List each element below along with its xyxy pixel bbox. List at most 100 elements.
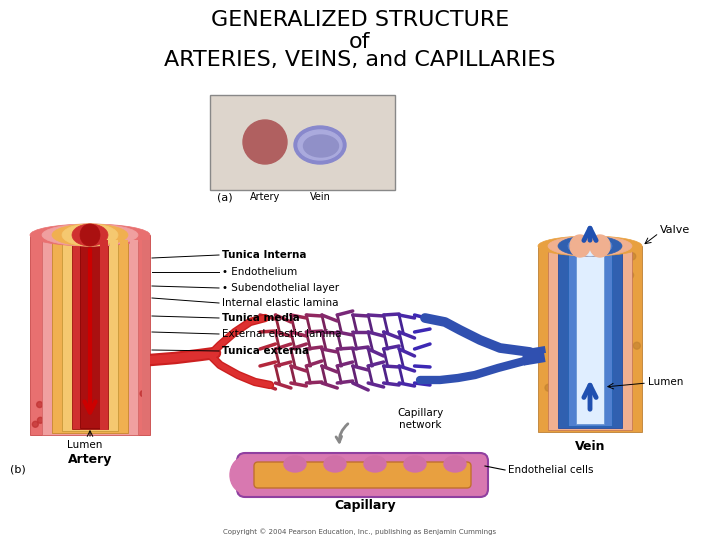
Circle shape	[545, 384, 552, 391]
Circle shape	[32, 421, 38, 427]
Text: Lumen: Lumen	[648, 377, 683, 387]
Circle shape	[589, 379, 595, 386]
Bar	[110, 240, 118, 430]
Circle shape	[258, 135, 272, 149]
Circle shape	[575, 260, 582, 267]
Ellipse shape	[30, 224, 150, 246]
Circle shape	[596, 414, 603, 421]
Bar	[72, 241, 108, 429]
Ellipse shape	[404, 456, 426, 472]
Circle shape	[559, 327, 565, 334]
Ellipse shape	[558, 236, 622, 256]
Ellipse shape	[570, 235, 590, 257]
Ellipse shape	[230, 457, 260, 493]
Text: (a): (a)	[217, 192, 233, 202]
Text: Tunica Interna: Tunica Interna	[222, 250, 307, 260]
Text: External elastic lamina: External elastic lamina	[222, 329, 341, 339]
Circle shape	[50, 272, 57, 278]
Bar	[548, 248, 632, 430]
Ellipse shape	[364, 456, 386, 472]
Ellipse shape	[568, 236, 612, 256]
Circle shape	[580, 374, 588, 381]
Text: Capillary
network: Capillary network	[397, 408, 443, 430]
Text: Lumen: Lumen	[67, 440, 103, 450]
Text: Endothelial cells: Endothelial cells	[508, 465, 593, 475]
Text: • Endothelium: • Endothelium	[222, 267, 297, 277]
Text: Artery: Artery	[250, 192, 280, 202]
Ellipse shape	[576, 236, 604, 256]
Bar	[576, 254, 604, 424]
Ellipse shape	[324, 456, 346, 472]
Circle shape	[626, 272, 634, 279]
Bar	[130, 240, 138, 430]
Circle shape	[99, 372, 104, 377]
Text: GENERALIZED STRUCTURE: GENERALIZED STRUCTURE	[211, 10, 509, 30]
Circle shape	[587, 261, 593, 268]
Bar	[30, 235, 150, 435]
Text: Artery: Artery	[68, 453, 112, 466]
FancyBboxPatch shape	[237, 453, 488, 497]
Bar	[558, 250, 622, 428]
Circle shape	[125, 278, 131, 284]
Circle shape	[53, 335, 59, 341]
Text: • Subendothelial layer: • Subendothelial layer	[222, 283, 339, 293]
Ellipse shape	[548, 236, 632, 256]
Circle shape	[243, 120, 287, 164]
Bar	[52, 237, 128, 433]
Bar	[100, 240, 108, 430]
Text: Internal elastic lamina: Internal elastic lamina	[222, 298, 338, 308]
Circle shape	[604, 388, 611, 395]
Circle shape	[97, 246, 104, 252]
Circle shape	[251, 128, 279, 156]
Circle shape	[48, 267, 54, 273]
Ellipse shape	[80, 224, 100, 246]
Ellipse shape	[538, 236, 642, 256]
Circle shape	[99, 269, 105, 275]
Bar	[568, 252, 612, 426]
Ellipse shape	[590, 235, 610, 257]
Text: Capillary: Capillary	[334, 499, 396, 512]
Circle shape	[629, 253, 636, 260]
Circle shape	[114, 351, 120, 357]
Circle shape	[100, 264, 106, 269]
Ellipse shape	[444, 456, 466, 472]
Text: Vein: Vein	[575, 440, 606, 453]
Circle shape	[560, 344, 567, 351]
Bar	[538, 246, 642, 432]
Circle shape	[73, 417, 78, 424]
Ellipse shape	[62, 224, 118, 246]
Circle shape	[37, 402, 42, 408]
Circle shape	[634, 342, 640, 349]
Bar	[42, 235, 138, 435]
Text: of: of	[349, 32, 371, 52]
Text: Copyright © 2004 Pearson Education, Inc., publishing as Benjamin Cummings: Copyright © 2004 Pearson Education, Inc.…	[223, 528, 497, 535]
Circle shape	[37, 417, 43, 423]
Text: Tunica externa: Tunica externa	[222, 346, 309, 356]
Ellipse shape	[52, 224, 128, 246]
Ellipse shape	[304, 135, 338, 157]
Circle shape	[82, 386, 88, 392]
Bar	[62, 239, 118, 431]
Ellipse shape	[294, 126, 346, 164]
FancyBboxPatch shape	[254, 462, 471, 488]
Circle shape	[566, 407, 572, 414]
Ellipse shape	[72, 224, 108, 246]
Circle shape	[564, 335, 571, 342]
Ellipse shape	[42, 224, 138, 246]
Ellipse shape	[284, 456, 306, 472]
Text: ARTERIES, VEINS, and CAPILLARIES: ARTERIES, VEINS, and CAPILLARIES	[164, 50, 556, 70]
Text: Tunica media: Tunica media	[222, 313, 300, 323]
Circle shape	[79, 292, 85, 298]
FancyBboxPatch shape	[210, 95, 395, 190]
Bar	[120, 240, 128, 430]
Circle shape	[140, 390, 146, 396]
Circle shape	[63, 307, 69, 313]
Bar	[80, 242, 100, 428]
Text: (b): (b)	[10, 465, 26, 475]
Circle shape	[65, 337, 71, 343]
Text: Vein: Vein	[310, 192, 330, 202]
Ellipse shape	[298, 130, 342, 160]
Text: Valve: Valve	[660, 225, 690, 235]
Bar	[142, 240, 150, 430]
Circle shape	[262, 139, 268, 145]
